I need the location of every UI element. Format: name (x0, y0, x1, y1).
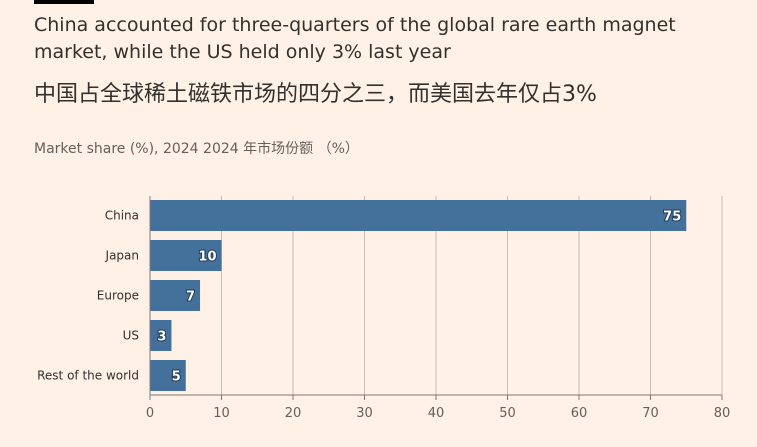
data-label: 75 (663, 210, 681, 225)
category-label: Japan (105, 249, 139, 263)
category-label: China (105, 209, 139, 223)
chart-title-chinese: 中国占全球稀土磁铁市场的四分之三，而美国去年仅占3% (34, 82, 597, 107)
x-tick-label: 40 (428, 406, 445, 421)
chart-subtitle: Market share (%), 2024 2024 年市场份额 （%） (34, 141, 359, 157)
x-tick-label: 10 (213, 406, 230, 421)
category-label: US (123, 329, 139, 343)
x-tick-label: 70 (642, 406, 659, 421)
category-label: Europe (97, 289, 139, 303)
bar (150, 360, 186, 391)
bar (150, 320, 172, 351)
x-tick-label: 20 (285, 406, 302, 421)
x-tick-label: 30 (356, 406, 373, 421)
data-label: 3 (157, 330, 166, 345)
x-tick-label: 0 (146, 406, 154, 421)
bar (150, 280, 201, 311)
x-tick-label: 50 (499, 406, 516, 421)
bar (150, 240, 222, 271)
brand-bar (34, 0, 94, 4)
data-label: 10 (198, 250, 216, 265)
data-label: 7 (186, 290, 195, 305)
x-tick-label: 60 (571, 406, 588, 421)
data-label: 5 (172, 370, 181, 385)
chart-title: China accounted for three-quarters of th… (34, 14, 676, 63)
bar (150, 200, 687, 231)
category-label: Rest of the world (37, 369, 139, 383)
x-tick-label: 80 (714, 406, 731, 421)
